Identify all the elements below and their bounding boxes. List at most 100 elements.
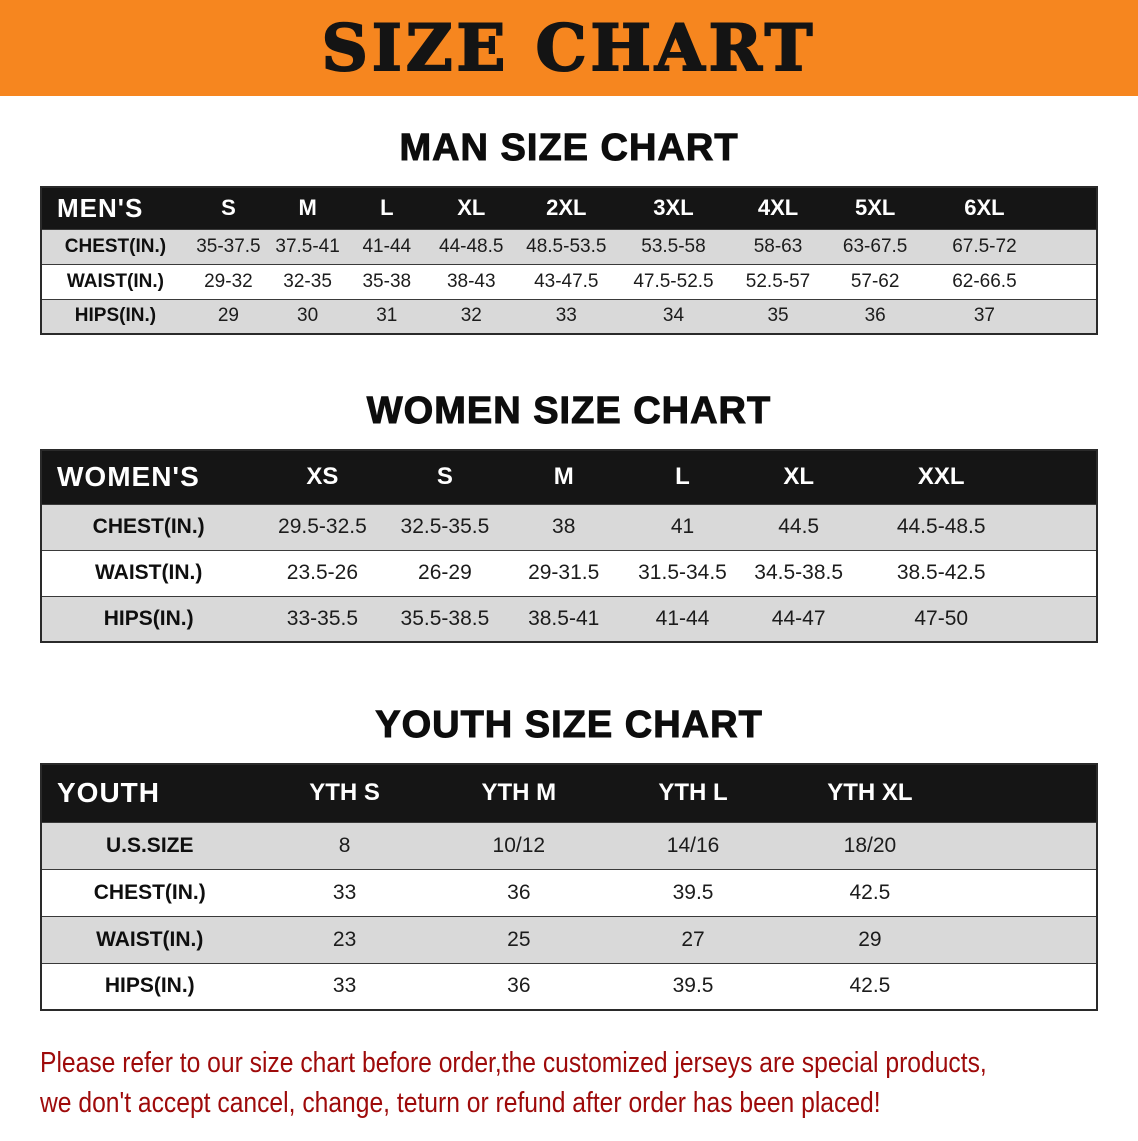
disclaimer-note: Please refer to our size chart before or… — [0, 1037, 1138, 1141]
size-column-header: YTH S — [257, 764, 432, 822]
spacer-cell — [1044, 187, 1097, 229]
measurement-row: WAIST(IN.) 23 25 27 29 — [41, 916, 1097, 963]
spacer-cell — [1044, 299, 1097, 334]
spacer-cell — [1023, 450, 1097, 504]
measurement-value: 44.5 — [778, 515, 820, 538]
measurement-value: 29 — [858, 927, 882, 951]
men-chart-title: MAN SIZE CHART — [399, 127, 739, 170]
spacer-cell — [960, 963, 1097, 1010]
measurement-label: HIPS(IN.) — [103, 606, 194, 630]
measurement-value: 34.5-38.5 — [754, 561, 844, 584]
size-column-header: 6XL — [924, 187, 1045, 229]
measurement-value: 67.5-72 — [952, 235, 1017, 257]
youth-chart-title: YOUTH SIZE CHART — [375, 704, 763, 747]
measurement-row: WAIST(IN.) 29-32 32-35 35-38 38-43 43-47.5 47.… — [41, 264, 1097, 299]
measurement-value: 42.5 — [849, 880, 891, 904]
measurement-value: 29 — [217, 305, 239, 327]
size-column-header: S — [389, 450, 501, 504]
size-column-header: XL — [737, 450, 860, 504]
spacer-cell — [960, 822, 1097, 869]
table-header-row: MEN'S S M L XL 2XL 3XL 4XL 5XL 6XL — [41, 187, 1097, 229]
spacer-cell — [1023, 550, 1097, 596]
measurement-value: 26-29 — [418, 561, 472, 584]
measurement-value: 53.5-58 — [641, 235, 706, 257]
measurement-value: 44.5-48.5 — [896, 515, 986, 538]
measurement-label: HIPS(IN.) — [74, 305, 157, 327]
measurement-value: 30 — [297, 305, 319, 327]
measurement-row: HIPS(IN.) 33-35.5 35.5-38.5 38.5-41 41-44 44-… — [41, 596, 1097, 642]
measurement-value: 37.5-41 — [275, 235, 340, 257]
measurement-label: WAIST(IN.) — [95, 561, 203, 584]
size-column-header: M — [268, 187, 348, 229]
measurement-label: CHEST(IN.) — [93, 880, 206, 904]
measurement-value: 36 — [507, 880, 531, 904]
measurement-value: 41-44 — [362, 235, 412, 257]
page-title: SIZE CHART — [321, 10, 817, 87]
table-corner-label: WOMEN'S — [41, 450, 256, 504]
spacer-cell — [1044, 264, 1097, 299]
measurement-value: 35-38 — [362, 270, 412, 292]
size-column-header: 3XL — [616, 187, 731, 229]
size-chart-banner: SIZE CHART — [0, 0, 1138, 96]
spacer-cell — [959, 764, 1097, 822]
measurement-row: U.S.SIZE 8 10/12 14/16 18/20 — [41, 822, 1097, 869]
youth-size-table: YOUTH YTH S YTH M YTH L YTH XL U.S.SIZE 8 10/12… — [40, 763, 1098, 1011]
measurement-value: 39.5 — [672, 880, 714, 904]
measurement-value: 36 — [864, 305, 886, 327]
spacer-cell — [960, 869, 1097, 916]
measurement-value: 47.5-52.5 — [633, 270, 714, 292]
measurement-value: 23 — [332, 927, 357, 951]
measurement-value: 29-31.5 — [528, 561, 600, 584]
measurement-value: 35 — [767, 305, 789, 327]
measurement-value: 23.5-26 — [286, 561, 359, 584]
measurement-value: 41 — [670, 515, 695, 538]
measurement-value: 33 — [332, 974, 357, 998]
measurement-value: 38 — [552, 515, 576, 538]
size-column-header: S — [188, 187, 269, 229]
measurement-row: CHEST(IN.) 35-37.5 37.5-41 41-44 44-48.5 48.5… — [41, 229, 1097, 264]
size-column-header: 4XL — [730, 187, 826, 229]
measurement-value: 33-35.5 — [286, 606, 359, 630]
measurement-value: 31.5-34.5 — [638, 561, 727, 584]
size-column-header: XL — [426, 187, 517, 229]
measurement-value: 35.5-38.5 — [400, 606, 490, 630]
measurement-label: CHEST(IN.) — [92, 515, 205, 538]
measurement-value: 10/12 — [492, 833, 546, 857]
measurement-value: 47-50 — [914, 606, 969, 630]
measurement-value: 32-35 — [283, 270, 332, 292]
measurement-row: HIPS(IN.) 29 30 31 32 33 34 35 36 37 — [41, 299, 1097, 334]
measurement-value: 39.5 — [672, 974, 714, 998]
table-header-row: WOMEN'S XS S M L XL XXL — [41, 450, 1097, 504]
size-column-header: L — [347, 187, 427, 229]
measurement-value: 31 — [376, 305, 398, 327]
measurement-value: 62-66.5 — [952, 270, 1017, 292]
size-column-header: 2XL — [516, 187, 617, 229]
measurement-row: CHEST(IN.) 29.5-32.5 32.5-35.5 38 41 44.5 44.5… — [41, 504, 1097, 550]
measurement-value: 38.5-41 — [528, 606, 600, 630]
size-column-header: YTH L — [605, 764, 781, 822]
size-column-header: M — [500, 450, 628, 504]
measurement-value: 52.5-57 — [745, 270, 811, 292]
measurement-value: 57-62 — [850, 270, 900, 292]
spacer-cell — [1023, 596, 1097, 642]
table-header-row: YOUTH YTH S YTH M YTH L YTH XL — [41, 764, 1097, 822]
measurement-value: 48.5-53.5 — [526, 235, 607, 257]
measurement-value: 44-47 — [771, 606, 826, 630]
size-column-header: YTH XL — [780, 764, 960, 822]
measurement-value: 14/16 — [666, 833, 720, 857]
size-column-header: 5XL — [825, 187, 925, 229]
measurement-value: 34 — [662, 305, 685, 327]
spacer-cell — [1023, 504, 1097, 550]
measurement-value: 35-37.5 — [196, 235, 261, 257]
measurement-value: 33 — [332, 880, 357, 904]
table-corner-label: YOUTH — [41, 764, 258, 822]
measurement-value: 29-32 — [204, 270, 253, 292]
measurement-value: 18/20 — [843, 833, 897, 857]
size-column-header: L — [627, 450, 738, 504]
measurement-value: 63-67.5 — [842, 235, 908, 257]
measurement-row: CHEST(IN.) 33 36 39.5 42.5 — [41, 869, 1097, 916]
measurement-value: 44-48.5 — [439, 235, 504, 257]
measurement-value: 33 — [555, 305, 577, 327]
measurement-value: 27 — [681, 927, 705, 951]
measurement-value: 8 — [338, 833, 351, 857]
